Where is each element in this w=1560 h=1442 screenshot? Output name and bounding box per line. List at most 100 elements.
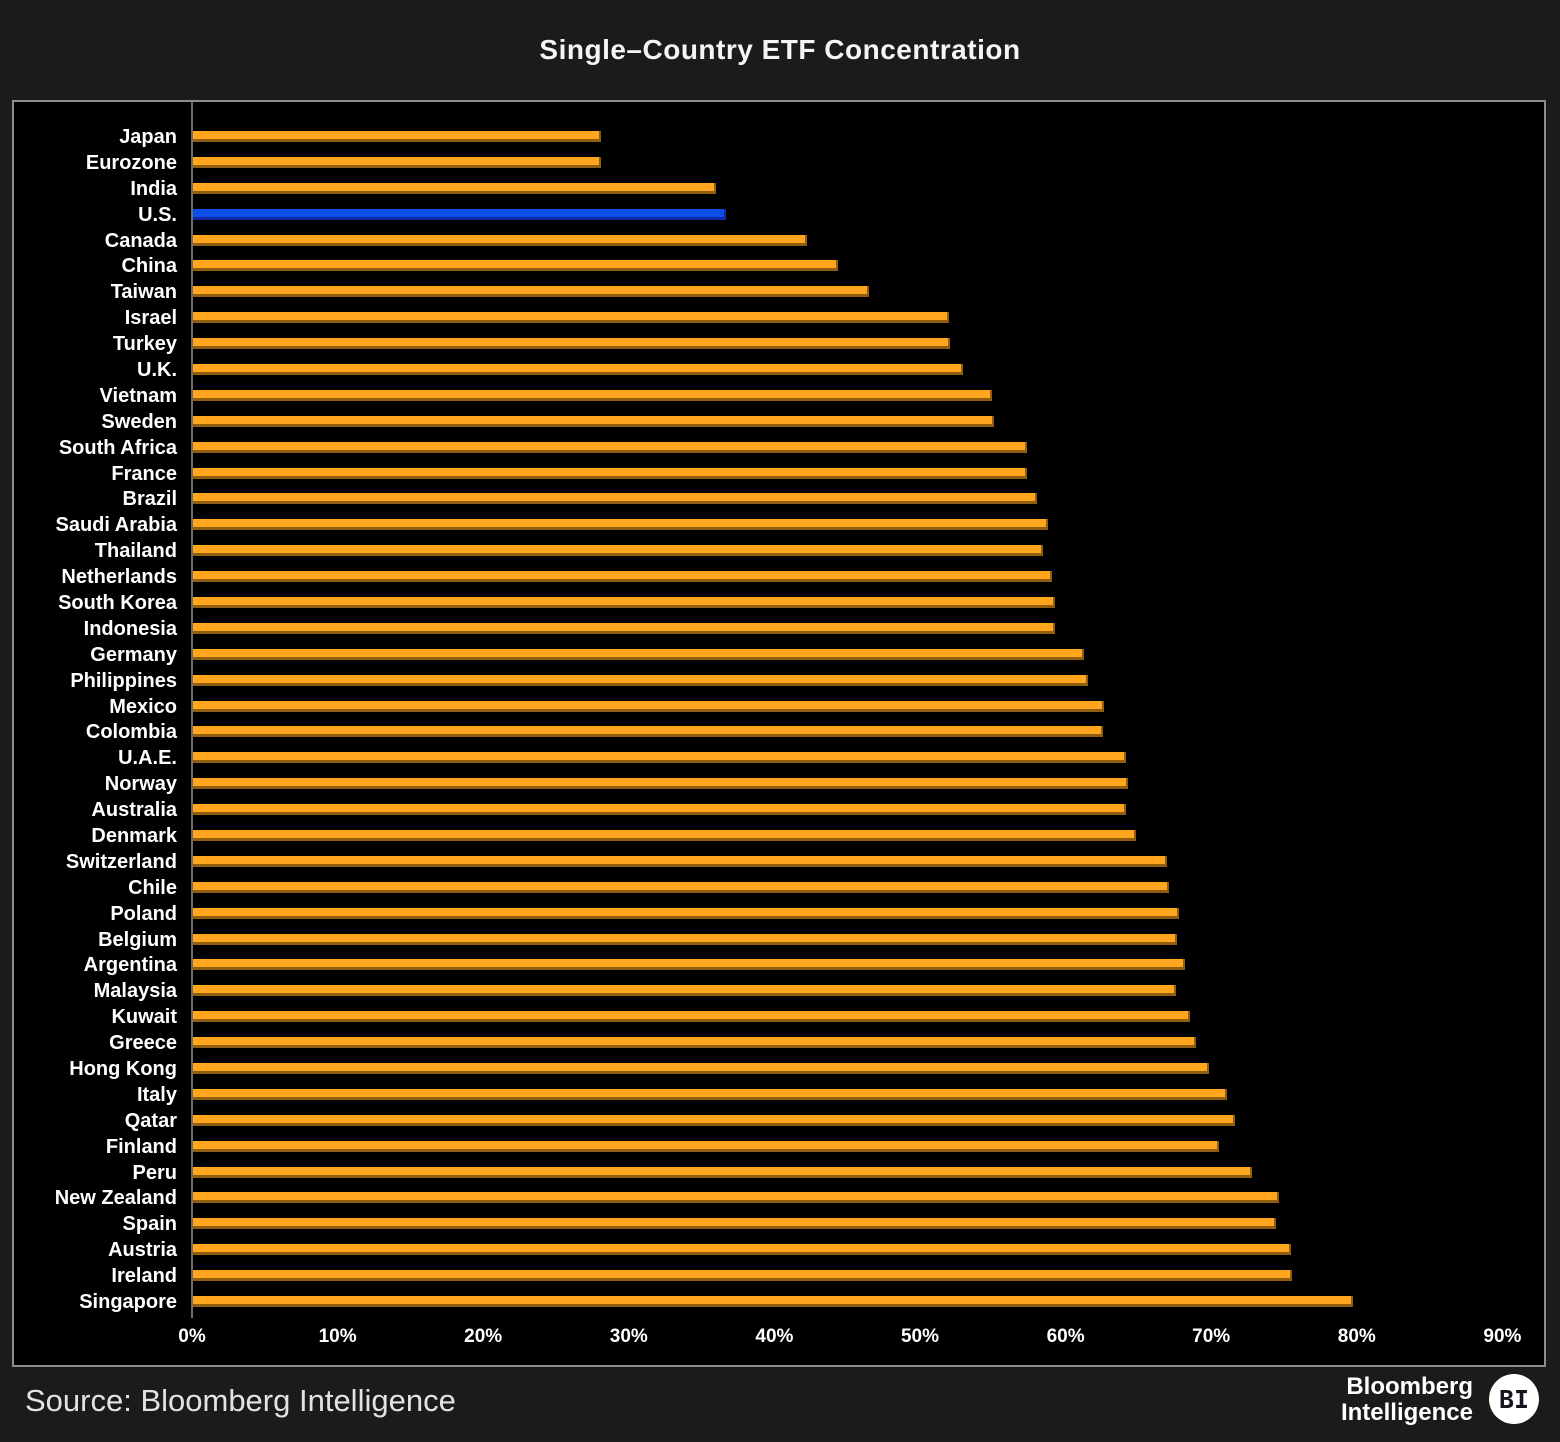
bar: [193, 182, 716, 194]
bar: [193, 648, 1085, 660]
bi-badge-icon: BI: [1489, 1374, 1539, 1424]
category-label: Sweden: [101, 410, 177, 433]
category-label: Spain: [122, 1213, 177, 1236]
bar: [193, 752, 1127, 764]
plot-area: Japan Eurozone India U.S. Canada China Taiwan I…: [12, 100, 1546, 1367]
bar: [193, 959, 1185, 971]
category-label: Finland: [105, 1135, 177, 1158]
chart-row: South Korea: [14, 592, 1544, 614]
bar: [193, 338, 951, 350]
category-label: India: [130, 177, 177, 200]
bar: [193, 467, 1028, 479]
chart-title: Single–Country ETF Concentration: [539, 34, 1021, 65]
x-tick-label: 30%: [609, 1326, 648, 1347]
bar: [193, 597, 1055, 609]
chart-row: Malaysia: [14, 980, 1544, 1002]
category-label: U.K.: [137, 359, 177, 381]
bar: [193, 674, 1089, 686]
bloomberg-intelligence-logo: Bloomberg Intelligence: [1341, 1374, 1473, 1426]
chart-row: India: [14, 178, 1544, 200]
chart-row: U.K.: [14, 359, 1544, 381]
bar: [193, 778, 1128, 790]
chart-row: Argentina: [14, 954, 1544, 976]
category-label: Peru: [132, 1161, 177, 1184]
bar: [193, 1166, 1252, 1178]
category-label: Germany: [90, 643, 177, 666]
category-label: U.A.E.: [118, 747, 177, 770]
chart-row: Peru: [14, 1162, 1544, 1184]
chart-row: Taiwan: [14, 281, 1544, 303]
bar: [193, 1011, 1191, 1023]
category-label: Ireland: [111, 1265, 177, 1288]
category-label: France: [111, 462, 177, 485]
bar: [193, 1088, 1227, 1100]
bar: [193, 234, 808, 246]
logo-line-2: Intelligence: [1340, 1399, 1473, 1426]
bar: [193, 1244, 1291, 1256]
category-label: Eurozone: [85, 151, 177, 174]
category-label: Hong Kong: [69, 1058, 177, 1081]
chart-row: Turkey: [14, 333, 1544, 355]
category-label: Saudi Arabia: [55, 514, 177, 537]
bar: [193, 700, 1105, 712]
category-label: South Korea: [58, 592, 177, 615]
bar: [193, 389, 993, 401]
x-tick-label: 0%: [178, 1326, 206, 1347]
category-label: Norway: [104, 773, 177, 796]
chart-row: Kuwait: [14, 1006, 1544, 1028]
chart-row: France: [14, 463, 1544, 485]
bar: [193, 364, 964, 375]
source-caption: Source: Bloomberg Intelligence: [25, 1383, 456, 1418]
category-label: Israel: [124, 307, 177, 330]
x-tick-label: 60%: [1046, 1326, 1085, 1347]
chart-row: Israel: [14, 307, 1544, 329]
category-label: Belgium: [98, 928, 177, 951]
chart-row: Ireland: [14, 1265, 1544, 1287]
category-label: Qatar: [124, 1109, 177, 1132]
bar: [193, 286, 869, 298]
bar: [193, 1063, 1210, 1075]
x-tick-label: 70%: [1192, 1326, 1231, 1347]
bar: [193, 441, 1028, 453]
category-label: Netherlands: [61, 566, 177, 589]
category-label: China: [121, 255, 177, 278]
bar: [193, 985, 1176, 997]
chart-row: Greece: [14, 1032, 1544, 1054]
category-label: Taiwan: [110, 281, 177, 304]
category-label: Poland: [110, 902, 177, 925]
chart-row: Spain: [14, 1213, 1544, 1235]
chart-row: Norway: [14, 773, 1544, 795]
chart-row: Qatar: [14, 1110, 1544, 1132]
chart-row: Sweden: [14, 411, 1544, 433]
category-label: Vietnam: [99, 384, 177, 407]
category-label: Italy: [136, 1083, 177, 1106]
x-tick-label: 10%: [318, 1326, 357, 1347]
bar-highlighted: [193, 208, 726, 220]
bar: [193, 726, 1103, 738]
bar: [193, 260, 838, 272]
chart-row: Austria: [14, 1239, 1544, 1261]
category-label: Singapore: [79, 1291, 177, 1314]
category-label: Greece: [109, 1032, 177, 1055]
chart-row: Japan: [14, 126, 1544, 148]
chart-row: Philippines: [14, 670, 1544, 692]
chart-row: Singapore: [14, 1291, 1544, 1313]
chart-row: Eurozone: [14, 152, 1544, 174]
chart-row: New Zealand: [14, 1187, 1544, 1209]
category-label: Argentina: [83, 954, 177, 977]
chart-row: Finland: [14, 1136, 1544, 1158]
category-label: Turkey: [112, 333, 177, 356]
x-tick-label: 40%: [755, 1326, 794, 1347]
bar: [193, 571, 1053, 583]
category-label: Denmark: [91, 825, 177, 848]
bar: [193, 1114, 1236, 1126]
x-tick-label: 90%: [1483, 1326, 1522, 1347]
bar: [193, 881, 1169, 893]
category-label: Canada: [104, 229, 177, 252]
chart-row: South Africa: [14, 437, 1544, 459]
bar: [193, 907, 1179, 919]
chart-row: Mexico: [14, 696, 1544, 718]
category-label: Switzerland: [65, 850, 177, 873]
chart-row: Denmark: [14, 825, 1544, 847]
category-label: U.S.: [138, 203, 177, 226]
